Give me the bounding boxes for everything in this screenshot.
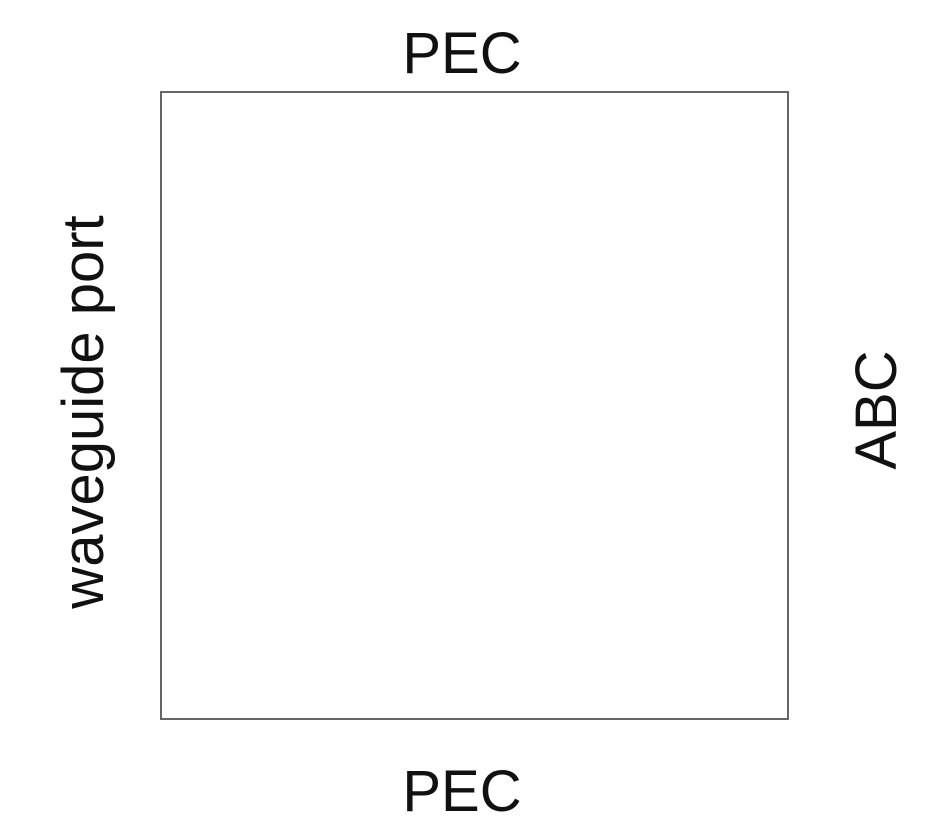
left-boundary-label: waveguide port — [51, 215, 116, 609]
computational-domain-box — [160, 91, 789, 720]
bottom-boundary-label: PEC — [402, 759, 522, 824]
top-boundary-label: PEC — [402, 21, 522, 86]
right-boundary-label: ABC — [844, 350, 909, 470]
